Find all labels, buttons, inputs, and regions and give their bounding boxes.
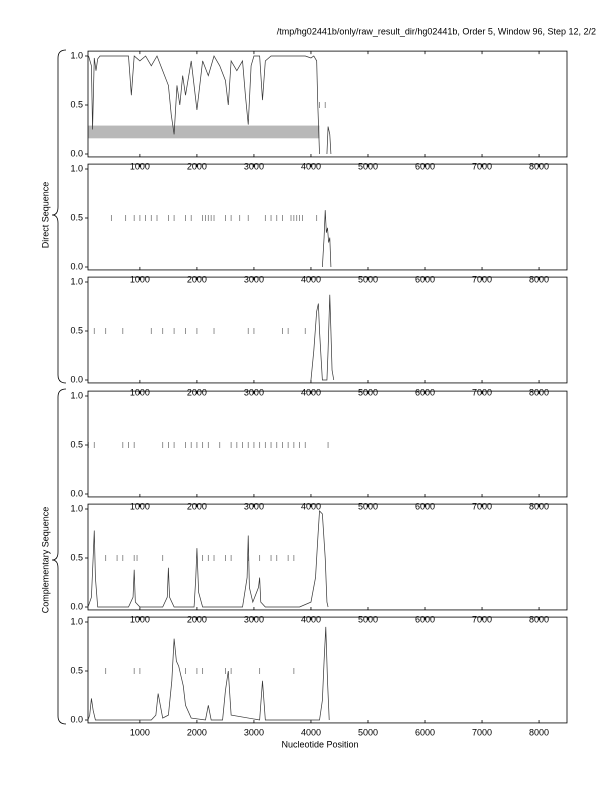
y-tick-label: 0.0	[70, 488, 83, 498]
x-tick-label: 7000	[472, 727, 492, 737]
plot-frame	[87, 390, 568, 498]
group-brace	[51, 388, 67, 725]
plot-frame	[87, 50, 568, 158]
y-tick-label: 0.5	[70, 212, 83, 222]
y-tick-label: 0.0	[70, 714, 83, 724]
x-tick-label: 1000	[130, 727, 150, 737]
shaded-band	[88, 125, 320, 139]
x-tick-label: 4000	[301, 727, 321, 737]
plot-frame	[87, 276, 568, 384]
x-tick-label: 3000	[244, 727, 264, 737]
y-tick-label: 0.0	[70, 148, 83, 158]
x-tick-label: 8000	[529, 727, 549, 737]
score-line	[87, 626, 330, 721]
y-tick-label: 0.5	[70, 552, 83, 562]
plot-frame	[87, 616, 568, 724]
plot-frame	[87, 163, 568, 271]
score-line	[322, 210, 332, 268]
y-tick-label: 0.5	[70, 439, 83, 449]
y-tick-label: 0.5	[70, 325, 83, 335]
y-tick-label: 0.5	[70, 99, 83, 109]
y-tick-label: 1.0	[70, 616, 83, 626]
y-tick-label: 0.0	[70, 261, 83, 271]
y-tick-label: 1.0	[70, 276, 83, 286]
x-axis-label: Nucleotide Position	[281, 739, 358, 749]
x-tick-label: 2000	[187, 727, 207, 737]
x-tick-label: 5000	[358, 727, 378, 737]
x-tick-label: 6000	[415, 727, 435, 737]
y-tick-label: 0.0	[70, 374, 83, 384]
group-label: Direct Sequence	[40, 182, 50, 249]
score-line	[310, 294, 335, 381]
group-brace	[51, 49, 67, 384]
y-tick-label: 1.0	[70, 50, 83, 60]
y-tick-label: 1.0	[70, 163, 83, 173]
plot-frame	[87, 503, 568, 611]
group-label: Complementary Sequence	[40, 507, 50, 614]
y-tick-label: 1.0	[70, 503, 83, 513]
chart-title: /tmp/hg02441b/only/raw_result_dir/hg0244…	[277, 26, 596, 36]
y-tick-label: 0.5	[70, 665, 83, 675]
score-line	[87, 510, 329, 608]
y-tick-label: 0.0	[70, 601, 83, 611]
y-tick-label: 1.0	[70, 390, 83, 400]
score-line	[88, 55, 332, 155]
